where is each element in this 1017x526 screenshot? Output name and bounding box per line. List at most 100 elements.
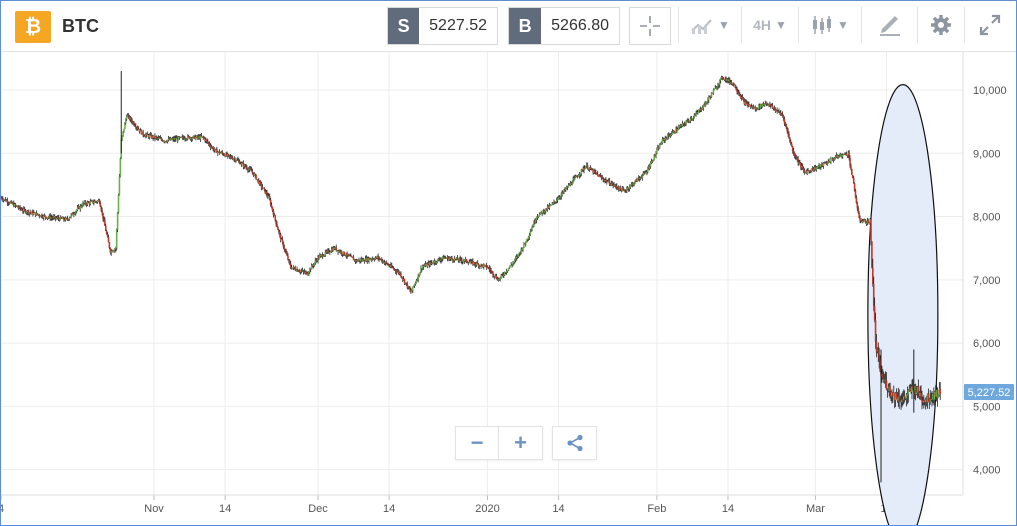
candle-body (560, 194, 563, 197)
candle-body (190, 137, 193, 140)
candle-body (575, 176, 577, 178)
candle-body (507, 268, 510, 271)
zoom-out-button[interactable]: − (455, 426, 499, 460)
candle-body (225, 153, 227, 157)
candle-body (500, 274, 502, 278)
candle-body (797, 158, 799, 163)
candle-body (514, 258, 517, 260)
candle-body (649, 163, 652, 167)
candle-body (531, 227, 533, 230)
candle-body (229, 156, 232, 158)
candle-body (239, 163, 242, 165)
candle-body (738, 92, 740, 95)
candle-body (785, 124, 788, 128)
candle-body (831, 158, 833, 160)
candle-body (231, 158, 234, 160)
buy-quote-button[interactable]: B 5266.80 (508, 7, 620, 45)
candle-body (924, 399, 927, 402)
candle-body (363, 261, 366, 262)
candle-body (676, 128, 678, 131)
candle-body (935, 390, 938, 397)
candle-body (779, 111, 781, 113)
candle-body (719, 78, 722, 81)
candle-body (916, 386, 919, 393)
candle-body (759, 105, 761, 108)
candle-body (308, 272, 310, 274)
candle-body (264, 189, 266, 194)
candle-body (169, 138, 172, 140)
candle-body (478, 265, 481, 267)
candle-body (897, 396, 900, 401)
candle-body (269, 199, 272, 206)
candle-body (554, 201, 557, 203)
candle-body (798, 162, 800, 164)
price-chart[interactable]: 4,000 5,000 6,000 7,000 8,000 9,000 10,000 4 Nov… (1, 52, 1016, 525)
candle-body (764, 103, 767, 105)
candle-body (135, 127, 138, 129)
candle-body (421, 266, 424, 269)
candle-body (345, 255, 348, 257)
candle-body (177, 136, 180, 141)
sell-quote-button[interactable]: S 5227.52 (387, 7, 498, 45)
candle-body (524, 243, 526, 245)
candle-body (553, 201, 555, 204)
candle-body (735, 88, 737, 90)
candle-body (354, 259, 357, 262)
candle-body (896, 398, 899, 401)
candle-body (104, 225, 107, 231)
candle-body (634, 180, 636, 184)
candle-body (687, 120, 689, 122)
candle-body (29, 212, 31, 214)
candle-body (753, 107, 756, 109)
candle-body (55, 218, 58, 219)
candle-body (293, 267, 296, 269)
candle-body (248, 168, 251, 170)
candle-body (790, 141, 792, 144)
candle-body (257, 179, 259, 181)
candle-body (297, 269, 299, 272)
settings-button[interactable] (917, 7, 964, 43)
candle-body (1, 197, 3, 199)
candle-body (216, 149, 218, 153)
candle-body (888, 386, 891, 391)
draw-tools-button[interactable] (861, 7, 917, 43)
candle-body (682, 123, 685, 125)
chart-type-dropdown[interactable]: ▼ (678, 7, 741, 43)
x-tick-label: 4 (1, 503, 4, 515)
candle-body (602, 178, 604, 180)
x-tick-label: Feb (647, 503, 666, 515)
candle-body (206, 140, 209, 143)
timeframe-dropdown[interactable]: 4H ▼ (741, 7, 798, 43)
candle-body (78, 206, 81, 209)
candle-body (247, 169, 249, 171)
crosshair-button[interactable] (629, 7, 671, 45)
candle-body (917, 386, 920, 393)
candle-body (292, 267, 295, 268)
fullscreen-button[interactable] (964, 7, 1015, 43)
candle-body (489, 269, 491, 271)
candle-body (12, 203, 15, 207)
candle-body (194, 135, 196, 139)
candle-body (411, 290, 413, 293)
candle-body (213, 150, 215, 151)
candle-body (626, 189, 628, 191)
candle-body (43, 215, 46, 217)
candle-body (333, 247, 336, 250)
candle-body (787, 131, 789, 135)
candle-body (872, 283, 875, 307)
candle-body (861, 221, 864, 222)
zoom-in-button[interactable]: + (498, 426, 543, 460)
candle-body (686, 120, 688, 123)
candle-body (288, 259, 290, 261)
share-button[interactable] (552, 426, 597, 460)
candle-body (247, 169, 250, 171)
candle-body (619, 186, 622, 190)
candles-dropdown[interactable]: ▼ (798, 7, 861, 43)
candle-body (712, 90, 715, 94)
candle-body (567, 184, 570, 188)
candle-body (155, 137, 157, 139)
candle-body (512, 262, 514, 265)
y-tick-label: 6,000 (973, 338, 1001, 350)
candle-body (706, 102, 708, 103)
candle-body (122, 131, 124, 136)
